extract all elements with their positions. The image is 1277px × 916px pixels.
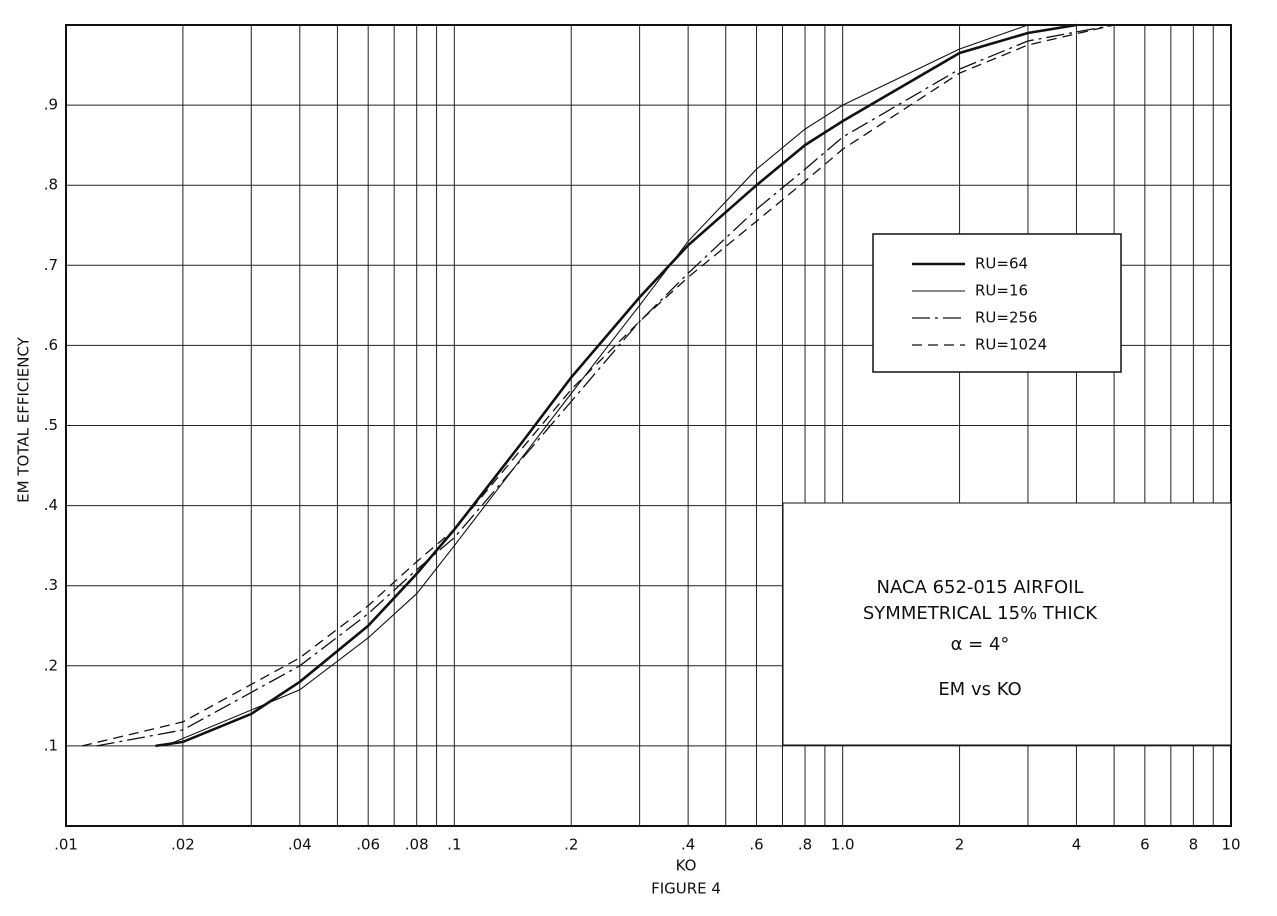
curves (81, 23, 1115, 748)
y-tick-label: .7 (44, 256, 58, 274)
x-tick-label: .4 (681, 836, 695, 854)
series-line (96, 24, 1115, 747)
y-tick-label: .6 (44, 336, 58, 354)
series-line (155, 23, 1077, 748)
x-axis-label: KO (676, 857, 697, 875)
annotation: SYMMETRICAL 15% THICK (863, 603, 1098, 624)
x-tick-label: 2 (955, 836, 965, 854)
x-tick-label: .2 (564, 836, 578, 854)
y-tick-label: .8 (44, 176, 58, 194)
x-tick-label: .08 (405, 836, 429, 854)
y-tick-label: .3 (44, 576, 58, 594)
x-tick-label: .02 (171, 836, 195, 854)
x-tick-label: .01 (54, 836, 78, 854)
legend-label: RU=256 (975, 309, 1038, 327)
series-line (164, 24, 1029, 747)
annotation-box (782, 502, 1232, 746)
x-tick-label: 6 (1140, 836, 1150, 854)
legend-label: RU=64 (975, 255, 1028, 273)
x-tick-label: .1 (447, 836, 461, 854)
y-tick-label: .9 (44, 96, 58, 114)
series-line (81, 24, 1115, 747)
annotation: EM vs KO (938, 679, 1021, 700)
x-tick-label: 4 (1072, 836, 1082, 854)
x-tick-label: 10 (1221, 836, 1240, 854)
plot-frame (65, 24, 1232, 827)
x-tick-label: 1.0 (831, 836, 855, 854)
y-tick-label: .1 (44, 736, 58, 754)
x-tick-label: .8 (798, 836, 812, 854)
y-tick-label: .2 (44, 656, 58, 674)
legend-label: RU=16 (975, 282, 1028, 300)
y-tick-label: .5 (44, 416, 58, 434)
chart-title: FIGURE 4 (651, 880, 721, 898)
x-tick-label: 8 (1189, 836, 1199, 854)
x-tick-label: .06 (356, 836, 380, 854)
y-axis-label: EM TOTAL EFFICIENCY (15, 336, 33, 503)
legend-box (872, 233, 1122, 373)
annotation: NACA 652-015 AIRFOIL (877, 577, 1084, 598)
annotation: α = 4° (951, 634, 1010, 655)
x-tick-label: .04 (288, 836, 312, 854)
legend: RU=64 RU=16 RU=256 RU=1024 (912, 255, 1047, 354)
x-tick-label: .6 (749, 836, 763, 854)
legend-label: RU=1024 (975, 336, 1047, 354)
y-tick-label: .4 (44, 496, 58, 514)
